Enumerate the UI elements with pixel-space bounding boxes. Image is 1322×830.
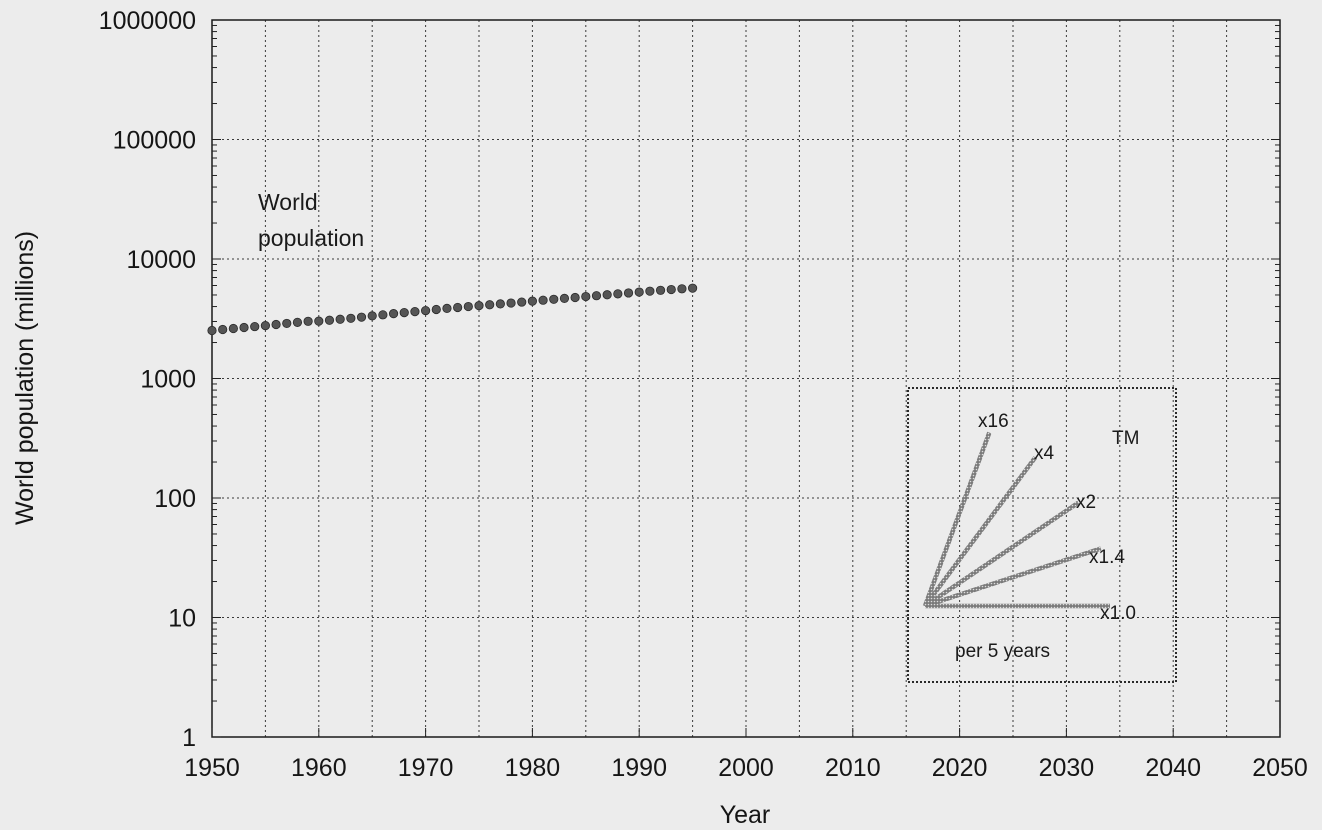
data-point <box>282 318 292 329</box>
data-point <box>634 287 644 297</box>
data-point <box>474 301 484 311</box>
data-point <box>517 297 527 307</box>
data-point <box>218 324 228 335</box>
x-tick-label: 1990 <box>611 754 667 782</box>
data-point <box>303 316 313 326</box>
data-point <box>581 291 591 302</box>
legend-growth-label: x2 <box>1076 492 1096 513</box>
data-point <box>645 286 655 296</box>
legend-growth-line <box>923 500 1080 608</box>
data-point <box>207 325 217 336</box>
data-point <box>687 283 698 293</box>
data-point <box>549 294 559 304</box>
data-point <box>367 311 377 321</box>
y-tick-label: 1000000 <box>99 7 196 35</box>
legend-growth-line <box>922 431 992 607</box>
x-tick-label: 2050 <box>1252 754 1308 782</box>
x-tick-label: 1980 <box>505 754 561 782</box>
data-point <box>666 284 676 295</box>
x-tick-label: 2040 <box>1145 754 1201 782</box>
annotation-world-population: World population <box>258 189 364 251</box>
y-tick-label: 1000 <box>140 366 196 394</box>
y-tick-labels: 1 10 100 1000 10000 100000 1000000 <box>99 7 196 752</box>
x-tick-label: 2020 <box>932 754 988 782</box>
data-point <box>346 313 356 323</box>
legend-growth-label: x1.0 <box>1100 603 1136 624</box>
x-tick-label: 2000 <box>718 754 774 782</box>
x-tick-label: 1960 <box>291 754 347 782</box>
data-point <box>623 288 634 298</box>
data-point <box>677 284 687 294</box>
data-point <box>388 309 399 319</box>
data-point <box>356 312 367 322</box>
y-tick-label: 10000 <box>126 246 196 274</box>
legend-growth-line <box>923 456 1038 608</box>
data-point <box>570 292 580 303</box>
grid-lines <box>212 20 1280 737</box>
data-point <box>314 316 324 326</box>
x-tick-label: 1970 <box>398 754 454 782</box>
data-point <box>559 293 570 304</box>
legend-growth-label: x16 <box>978 411 1009 432</box>
x-tick-labels: 1950 1960 1970 1980 1990 2000 2010 2020 2030 2040… <box>184 754 1308 782</box>
legend-box <box>907 387 1177 683</box>
data-point <box>378 310 388 320</box>
data-point <box>495 299 505 309</box>
data-point <box>538 295 548 305</box>
legend-growth-line <box>924 546 1102 609</box>
data-point <box>591 291 602 301</box>
y-axis-title: World population (millions) <box>11 231 39 525</box>
data-point <box>506 298 516 308</box>
data-point <box>431 304 441 315</box>
data-point <box>655 285 666 295</box>
data-point <box>271 319 281 330</box>
y-tick-label: 10 <box>168 605 196 633</box>
data-point <box>442 303 452 314</box>
tick-marks <box>211 24 1281 738</box>
x-tick-label: 1950 <box>184 754 240 782</box>
growth-rate-legend: x16 x4 x2 x1.4 x1.0 per 5 years TM <box>907 387 1177 683</box>
data-point <box>453 302 463 313</box>
y-tick-label: 100000 <box>113 127 196 155</box>
data-point <box>463 301 473 312</box>
data-point <box>399 308 409 318</box>
legend-growth-label: x4 <box>1034 443 1055 464</box>
data-point <box>324 315 335 325</box>
data-point <box>239 322 249 333</box>
data-point <box>228 323 238 334</box>
y-tick-label: 100 <box>154 485 196 513</box>
data-point <box>602 290 612 300</box>
legend-caption: per 5 years <box>955 641 1050 662</box>
x-axis-title: Year <box>720 801 771 829</box>
data-point <box>292 317 303 327</box>
data-point <box>420 305 431 316</box>
data-point <box>485 300 495 310</box>
data-point <box>335 314 345 324</box>
x-tick-label: 2030 <box>1039 754 1095 782</box>
data-point <box>410 306 420 317</box>
data-point <box>260 321 270 331</box>
legend-growth-label: x1.4 <box>1089 547 1125 568</box>
data-points <box>207 283 698 336</box>
data-point <box>250 321 260 332</box>
data-point <box>527 296 538 306</box>
data-point <box>613 289 623 299</box>
y-tick-label: 1 <box>182 724 196 752</box>
x-tick-label: 2010 <box>825 754 881 782</box>
legend-mark: TM <box>1112 428 1139 449</box>
